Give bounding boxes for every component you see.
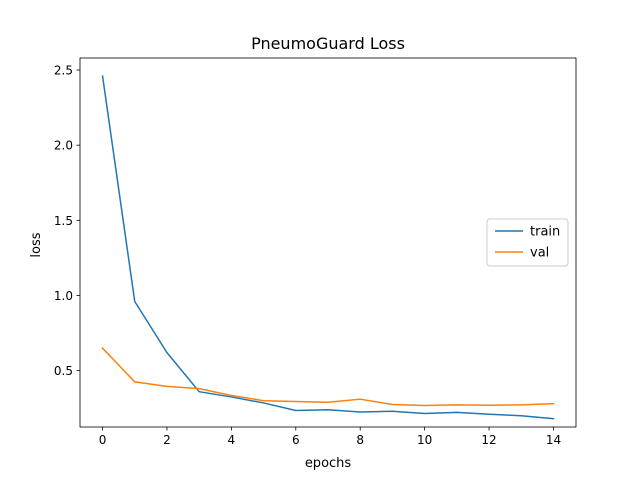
legend-label-train: train xyxy=(530,225,560,240)
x-tick-label: 12 xyxy=(481,433,496,447)
x-tick-label: 4 xyxy=(228,433,236,447)
series-line-val xyxy=(101,347,555,407)
x-tick-label: 2 xyxy=(163,433,171,447)
x-tick-label: 6 xyxy=(292,433,300,447)
chart-title: PneumoGuard Loss xyxy=(251,34,405,53)
x-axis-label: epochs xyxy=(305,456,352,471)
legend-label-val: val xyxy=(530,246,549,261)
x-tick-label: 14 xyxy=(546,433,561,447)
x-tick-label: 0 xyxy=(99,433,107,447)
plot-area: 0 2 4 6 8 10 12 14 0.5 1.0 1.5 2.0 2.5 xyxy=(54,57,577,447)
y-tick-label: 1.5 xyxy=(54,214,73,228)
y-tick-label: 2.0 xyxy=(54,139,73,153)
legend: train val xyxy=(486,218,569,267)
y-tick-label: 1.0 xyxy=(54,289,73,303)
y-axis-label: loss xyxy=(29,232,44,257)
series-line-train xyxy=(101,75,555,420)
x-tick-label: 10 xyxy=(417,433,432,447)
y-tick-label: 2.5 xyxy=(54,64,73,78)
x-tick-label: 8 xyxy=(356,433,364,447)
y-tick-label: 0.5 xyxy=(54,364,73,378)
axes-frame xyxy=(79,57,577,428)
